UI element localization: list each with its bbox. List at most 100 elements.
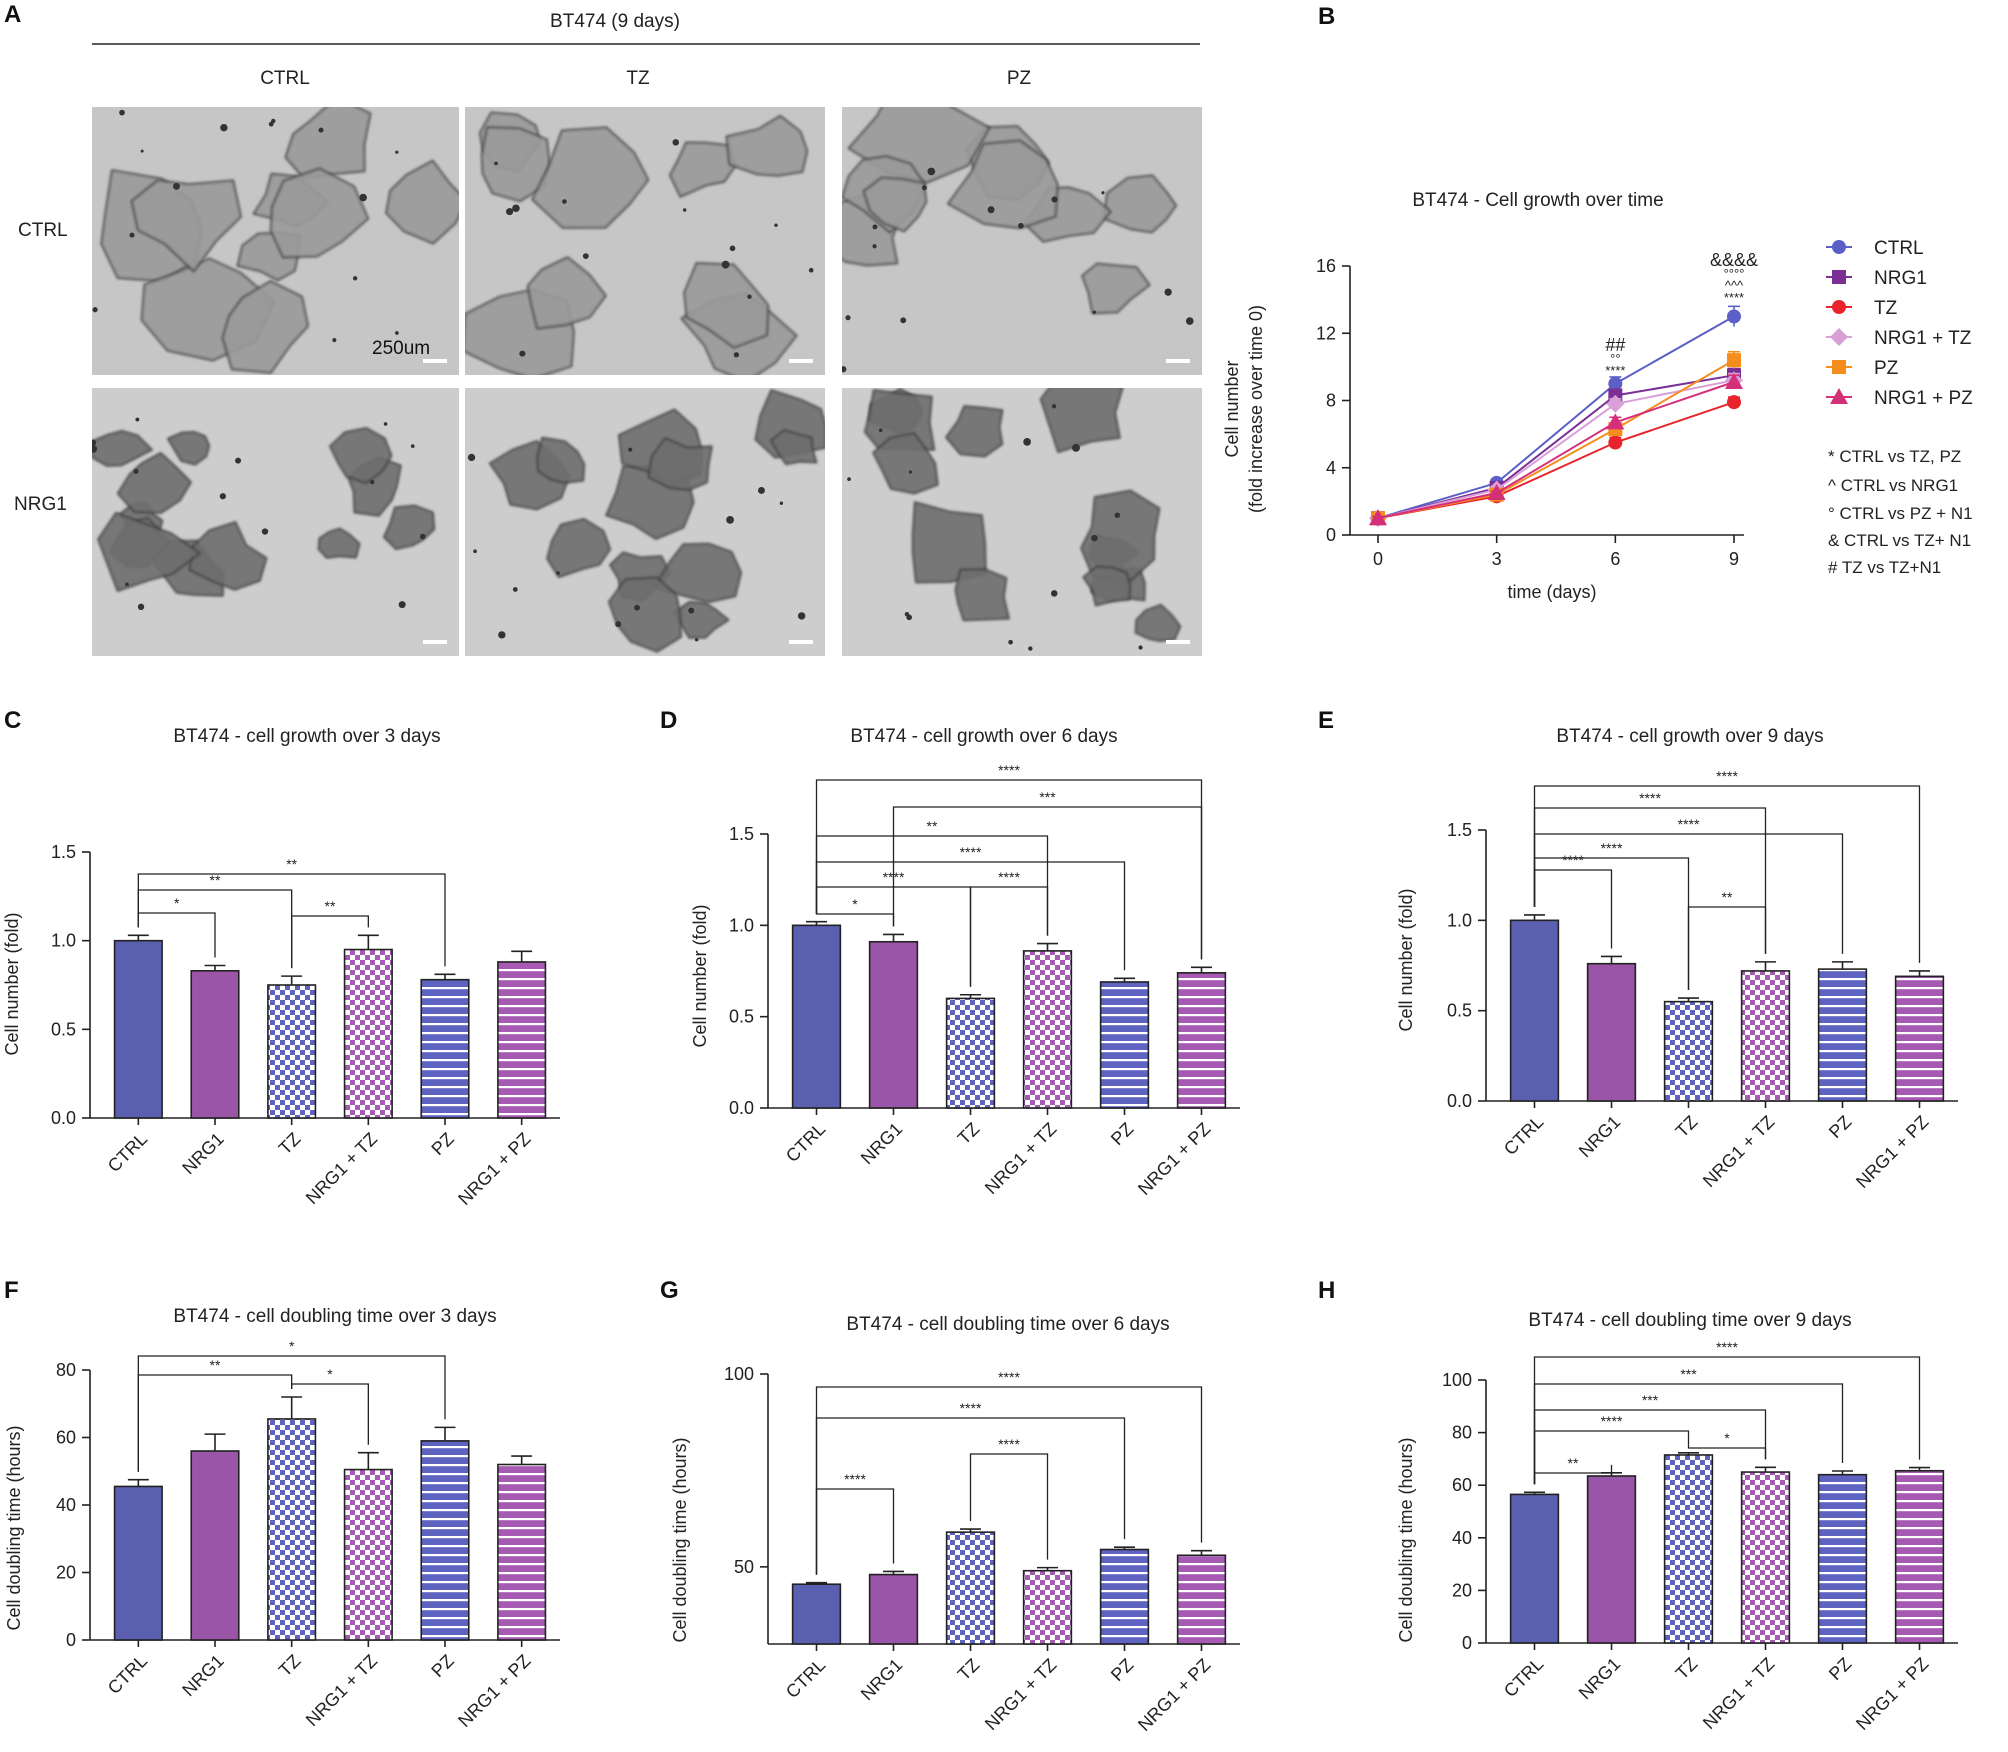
x-tick-label: CTRL (104, 1129, 151, 1176)
debris-dot (119, 109, 125, 116)
legend-note-4: & CTRL vs TZ+ N1 (1828, 531, 1971, 550)
debris-dot (219, 493, 226, 500)
bar-tz (1663, 1000, 1714, 1102)
debris-dot (1028, 646, 1033, 651)
debris-dot (129, 232, 135, 238)
x-tick-label: 9 (1729, 549, 1739, 569)
panel-b-legend: CTRL NRG1 TZ NRG1 + TZ PZ NRG1 + PZ (1826, 238, 1973, 409)
x-tick-label: NRG1 (178, 1651, 228, 1701)
debris-dot (398, 601, 406, 609)
micrograph-tile (92, 107, 459, 375)
panel-b-ylabel-1: Cell number (1222, 360, 1242, 457)
significance-label: **** (1601, 840, 1623, 856)
cell-spheroid (284, 107, 372, 180)
x-tick-label: 6 (1610, 549, 1620, 569)
bar-nrg1-tz (1022, 1569, 1073, 1645)
x-tick-label: PZ (1107, 1655, 1137, 1685)
debris-dot (410, 444, 415, 448)
cell-spheroid (221, 280, 309, 374)
point-pz (1727, 353, 1741, 368)
cell-spheroid (116, 452, 192, 514)
significance-label: ** (1568, 1455, 1579, 1471)
row-header-ctrl: CTRL (18, 220, 68, 241)
micrograph-content (92, 417, 436, 611)
debris-dot (872, 224, 878, 230)
bar-ctrl (791, 924, 842, 1109)
debris-dot (506, 208, 514, 216)
cell-spheroid (480, 126, 551, 203)
point-nrg1-pz (1606, 413, 1625, 430)
cell-spheroid (647, 437, 713, 491)
panel-e-title: BT474 - cell growth over 9 days (1556, 726, 1823, 747)
legend-marker (1832, 300, 1846, 314)
micrograph-tile (92, 388, 459, 656)
legend-marker (1832, 270, 1846, 284)
panel-a: BT474 (9 days) CTRL TZ PZ CTRL NRG1 250u… (14, 11, 1202, 656)
debris-dot (1050, 590, 1058, 597)
scale-bar (423, 359, 447, 363)
debris-dot (498, 631, 506, 639)
significance-annotation: °° (1610, 351, 1620, 366)
series-line-nrg1-pz (1377, 381, 1735, 520)
col-header-ctrl: CTRL (260, 68, 310, 89)
significance-bracket (815, 779, 1203, 960)
debris-dot (383, 422, 388, 426)
x-tick-label: NRG1 + TZ (1699, 1654, 1778, 1733)
bar-nrg1-tz (1022, 950, 1073, 1109)
legend-label-ctrl: CTRL (1874, 238, 1924, 259)
x-tick-label: PZ (1825, 1112, 1855, 1142)
bar-pz (1099, 1548, 1150, 1645)
debris-dot (137, 603, 145, 611)
bar-tz (945, 997, 996, 1109)
significance-annotation: ^^^ (1725, 278, 1744, 293)
significance-label: **** (1601, 1413, 1623, 1429)
micrograph-content (467, 389, 825, 653)
debris-dot (774, 223, 778, 227)
debris-dot (688, 607, 695, 614)
y-tick-label: 100 (724, 1364, 754, 1384)
micrograph-grid (92, 107, 1202, 656)
micrograph-content (847, 388, 1182, 651)
cell-spheroid (770, 429, 818, 466)
significance-annotation: °°°° (1724, 266, 1745, 281)
y-tick-label: 0.5 (729, 1007, 754, 1027)
panel-f-ylabel: Cell doubling time (hours) (4, 1425, 24, 1630)
x-tick-label: CTRL (782, 1119, 829, 1166)
panel-label-h: H (1318, 1277, 1335, 1304)
cell-spheroid (1080, 489, 1161, 582)
significance-annotation: &&&& (1710, 250, 1758, 270)
legend-label-nrg1-tz: NRG1 + TZ (1874, 328, 1972, 349)
micrograph-content (92, 107, 459, 374)
debris-dot (140, 149, 144, 153)
x-tick-label: PZ (1107, 1119, 1137, 1149)
cell-spheroid (1039, 388, 1124, 454)
x-tick-label: NRG1 + PZ (1134, 1119, 1214, 1199)
x-tick-label: NRG1 + PZ (454, 1129, 534, 1209)
debris-dot (1023, 438, 1031, 446)
debris-dot (261, 528, 269, 535)
point-nrg1-pz (1487, 483, 1506, 500)
debris-dot (987, 206, 995, 214)
significance-label: * (174, 895, 180, 911)
micrograph-tile (465, 388, 825, 656)
micrograph-content (465, 111, 814, 375)
panel-d-ylabel: Cell number (fold) (690, 904, 710, 1047)
y-tick-label: 1.5 (1447, 820, 1472, 840)
panel-label-d: D (660, 707, 677, 734)
significance-label: ** (210, 1357, 221, 1373)
panel-label-c: C (4, 707, 21, 734)
debris-dot (419, 533, 426, 540)
panel-label-f: F (4, 1277, 19, 1304)
scale-bar (423, 640, 447, 644)
significance-label: **** (1562, 852, 1584, 868)
cell-spheroid (526, 256, 607, 330)
panel-h-ylabel: Cell doubling time (hours) (1396, 1437, 1416, 1642)
legend-label-pz: PZ (1874, 358, 1899, 379)
y-tick-label: 40 (56, 1495, 76, 1515)
debris-dot (1114, 512, 1121, 519)
bar-nrg1-pz (1176, 972, 1227, 1109)
debris-dot (908, 470, 913, 474)
panel-label-e: E (1318, 707, 1334, 734)
y-tick-label: 20 (56, 1563, 76, 1583)
